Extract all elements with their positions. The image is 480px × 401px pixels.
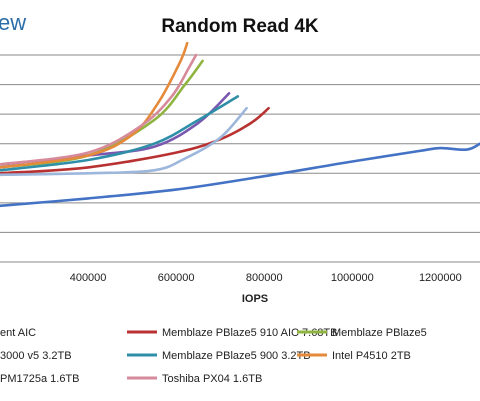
series-line [0,53,198,166]
legend: ent AIC Memblaze PBlaze5 910 AIC 7.68TBMe… [0,327,427,385]
x-axis-label: IOPS [242,293,268,305]
legend-label: Intel P4510 2TB [332,350,411,362]
x-tick-label: 400000 [70,272,107,284]
legend-label: Memblaze PBlaze5 900 3.2TB [162,350,311,362]
legend-label: PM1725a 1.6TB [0,373,80,385]
legend-label: Toshiba PX04 1.6TB [162,373,262,385]
brand-text: ew [0,10,26,35]
x-tick-labels: 400000 600000 800000 1000000 1200000 [70,272,462,284]
series-line [0,106,270,175]
legend-label: Memblaze PBlaze5 [332,327,427,339]
x-tick-label: 1000000 [331,272,374,284]
legend-label: Memblaze PBlaze5 910 AIC 7.68TB [162,327,337,339]
series-line [0,41,189,169]
series-lines [0,41,480,208]
x-tick-label: 600000 [158,272,195,284]
series-line [0,95,240,172]
chart-title: Random Read 4K [161,16,319,37]
x-tick-label: 800000 [246,272,283,284]
legend-label: 3000 v5 3.2TB [0,350,72,362]
grid-lines [0,54,480,233]
series-line [0,142,480,208]
series-line [0,106,248,177]
legend-label: ent AIC [0,327,36,339]
x-tick-label: 1200000 [419,272,462,284]
